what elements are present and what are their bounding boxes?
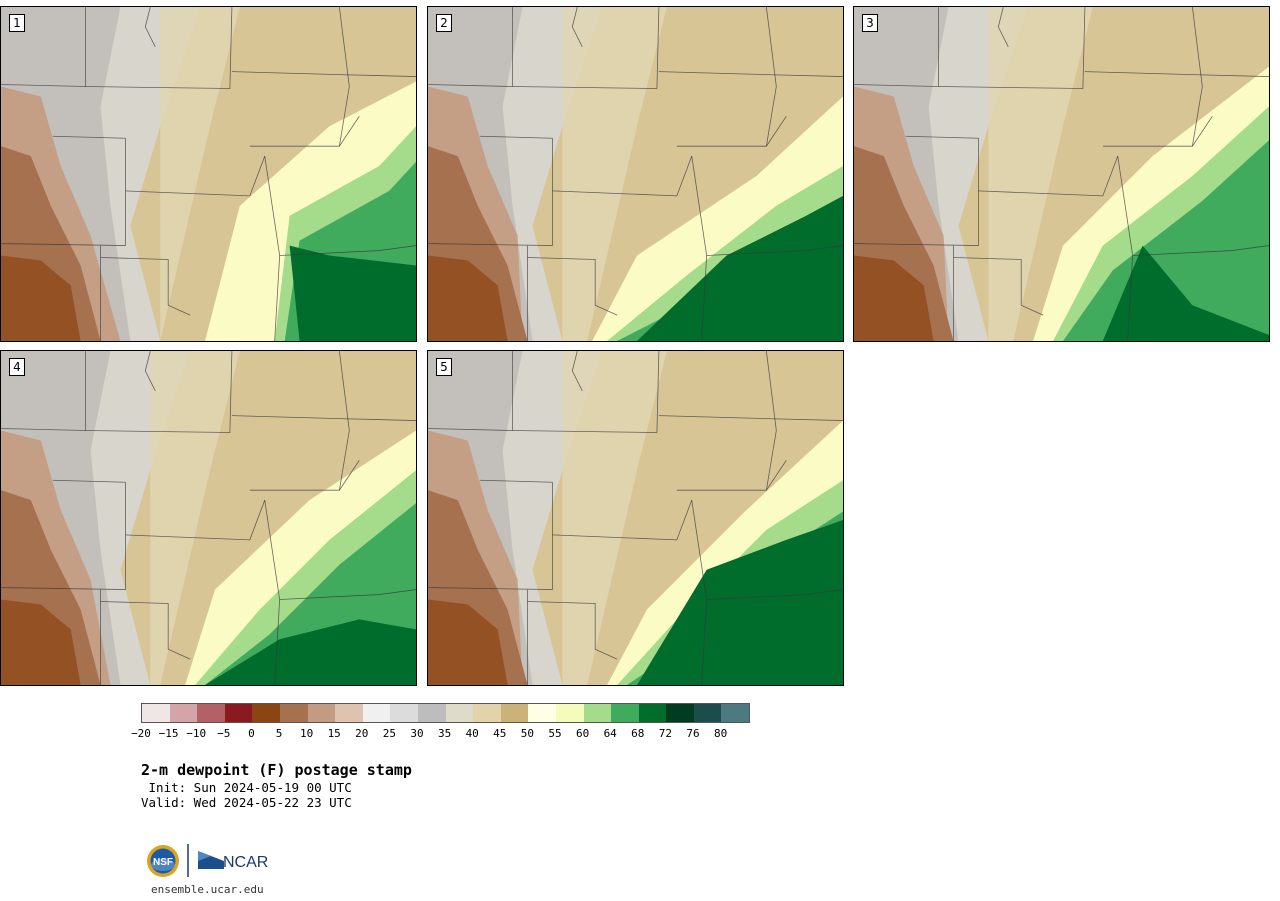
member-label: 3 — [862, 14, 878, 32]
dewpoint-colorbar — [141, 703, 751, 723]
nsf-text: NSF — [153, 857, 173, 868]
colorbar-tick-label: −20 — [131, 727, 151, 740]
colorbar-tick-label: 30 — [410, 727, 424, 740]
colorbar-swatch — [528, 704, 556, 722]
colorbar-tick-label: 35 — [437, 727, 452, 740]
colorbar-swatch — [362, 704, 391, 722]
colorbar-swatch — [279, 704, 308, 722]
colorbar-swatch — [638, 704, 667, 722]
member-panel-5: 5 — [427, 350, 844, 686]
dewpoint-map — [428, 351, 843, 685]
colorbar-tick-label: 45 — [493, 727, 507, 740]
colorbar-tick-labels: −20 −15 −10 −5 0 5 10 15 20 25 30 35 40 45 50 55 60 64 68 7… — [0, 727, 1280, 743]
ncar-text: NCAR — [223, 854, 268, 871]
member-label: 1 — [9, 14, 25, 32]
colorbar-swatch — [417, 704, 446, 722]
colorbar-tick-label: 64 — [603, 727, 617, 740]
colorbar-swatch — [169, 704, 198, 722]
colorbar-swatch — [666, 704, 694, 722]
member-panel-3: 3 — [853, 6, 1270, 342]
colorbar-swatch — [500, 704, 529, 722]
colorbar-tick-label: −5 — [217, 727, 231, 740]
colorbar-swatch — [224, 704, 253, 722]
colorbar-swatch — [611, 704, 639, 722]
colorbar-tick-label: 20 — [355, 727, 369, 740]
colorbar-swatch — [693, 704, 722, 722]
dewpoint-map — [428, 7, 843, 341]
member-label: 4 — [9, 358, 25, 376]
colorbar-tick-label: 10 — [299, 727, 314, 740]
colorbar-swatch — [142, 704, 170, 722]
colorbar-swatch — [335, 704, 363, 722]
valid-time: Valid: Wed 2024-05-22 23 UTC — [141, 795, 352, 810]
colorbar-tick-label: 72 — [658, 727, 673, 740]
colorbar-tick-label: 40 — [465, 727, 479, 740]
nsf-ncar-logo-icon: NSF NCAR — [147, 844, 268, 877]
colorbar-swatch — [197, 704, 225, 722]
colorbar-tick-label: 15 — [327, 727, 341, 740]
colorbar-tick-label: 55 — [548, 727, 562, 740]
colorbar-swatch — [473, 704, 501, 722]
colorbar-tick-label: −10 — [186, 727, 207, 740]
dewpoint-map — [854, 7, 1269, 341]
colorbar-tick-label: 68 — [631, 727, 645, 740]
colorbar-tick-label: 60 — [575, 727, 590, 740]
product-title: 2-m dewpoint (F) postage stamp — [141, 761, 412, 779]
colorbar-swatch — [252, 704, 280, 722]
member-label: 5 — [436, 358, 452, 376]
member-panel-4: 4 — [0, 350, 417, 686]
dewpoint-map — [1, 7, 416, 341]
member-label: 2 — [436, 14, 452, 32]
colorbar-tick-label: 80 — [713, 727, 728, 740]
colorbar-swatch — [555, 704, 584, 722]
dewpoint-map — [1, 351, 416, 685]
colorbar-tick-label: 50 — [520, 727, 535, 740]
colorbar-tick-label: 25 — [382, 727, 397, 740]
colorbar-tick-label: 5 — [275, 727, 283, 740]
member-panel-1: 1 — [0, 6, 417, 342]
colorbar-tick-label: 0 — [248, 727, 255, 740]
member-panel-2: 2 — [427, 6, 844, 342]
init-time: Init: Sun 2024-05-19 00 UTC — [141, 780, 352, 795]
colorbar-swatch — [445, 704, 474, 722]
colorbar-tick-label: 76 — [686, 727, 700, 740]
colorbar-swatch — [583, 704, 612, 722]
site-url: ensemble.ucar.edu — [151, 883, 264, 896]
colorbar-tick-label: −15 — [158, 727, 179, 740]
colorbar-swatch — [390, 704, 418, 722]
colorbar-swatch — [721, 704, 750, 722]
colorbar-swatch — [307, 704, 336, 722]
sponsor-logos: NSF NCAR — [145, 843, 275, 881]
